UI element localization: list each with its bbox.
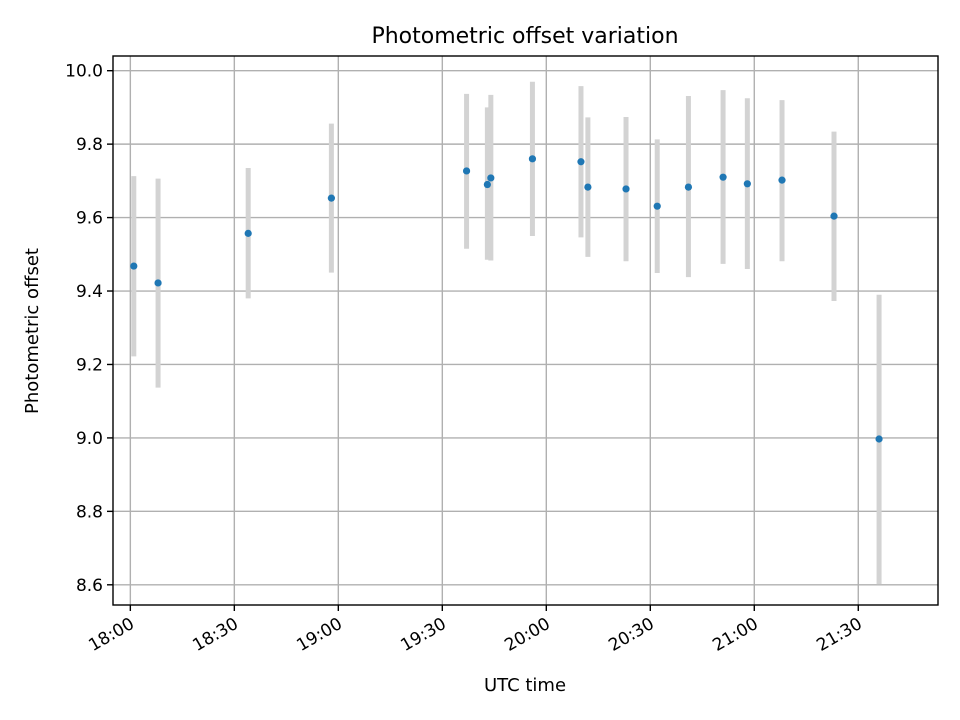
data-point <box>462 167 471 175</box>
data-point <box>130 262 138 270</box>
error-bars <box>131 81 882 585</box>
x-tick-label: 20:00 <box>501 614 553 656</box>
data-point <box>684 183 693 191</box>
y-tick-label: 9.0 <box>76 429 103 449</box>
grid <box>113 56 938 605</box>
x-tick-label: 20:30 <box>605 614 657 656</box>
data-point <box>584 183 592 191</box>
x-tick-label: 18:30 <box>189 614 241 656</box>
data-point <box>653 202 661 210</box>
y-tick-label: 8.6 <box>76 576 103 596</box>
x-tick-label: 19:30 <box>397 614 449 656</box>
data-point <box>719 173 727 181</box>
y-tick-label: 9.2 <box>76 355 103 375</box>
data-point <box>528 155 537 163</box>
y-tick-label: 9.4 <box>76 282 103 302</box>
data-point <box>830 212 838 220</box>
data-point <box>875 435 883 443</box>
x-tick-label: 21:00 <box>709 614 761 656</box>
x-tick-label: 18:00 <box>85 614 137 656</box>
chart-title: Photometric offset variation <box>371 24 678 49</box>
y-tick-label: 10.0 <box>65 62 103 82</box>
data-points <box>130 155 883 443</box>
plot-frame <box>112 55 939 606</box>
y-tick-label: 8.8 <box>76 502 103 522</box>
y-tick-label: 9.8 <box>76 135 103 155</box>
x-tick-label: 21:30 <box>813 614 865 656</box>
x-axis-label: UTC time <box>484 675 566 696</box>
data-point <box>154 279 162 287</box>
data-point <box>487 174 495 182</box>
data-point <box>483 180 491 189</box>
y-tick-label: 9.6 <box>76 209 103 229</box>
x-tick-label: 19:00 <box>293 614 345 656</box>
data-point <box>778 176 786 184</box>
y-axis-label: Photometric offset <box>22 248 43 414</box>
data-point <box>577 158 585 166</box>
data-point <box>743 180 751 188</box>
data-point <box>622 185 630 193</box>
data-point <box>327 194 335 202</box>
data-point <box>244 229 252 237</box>
